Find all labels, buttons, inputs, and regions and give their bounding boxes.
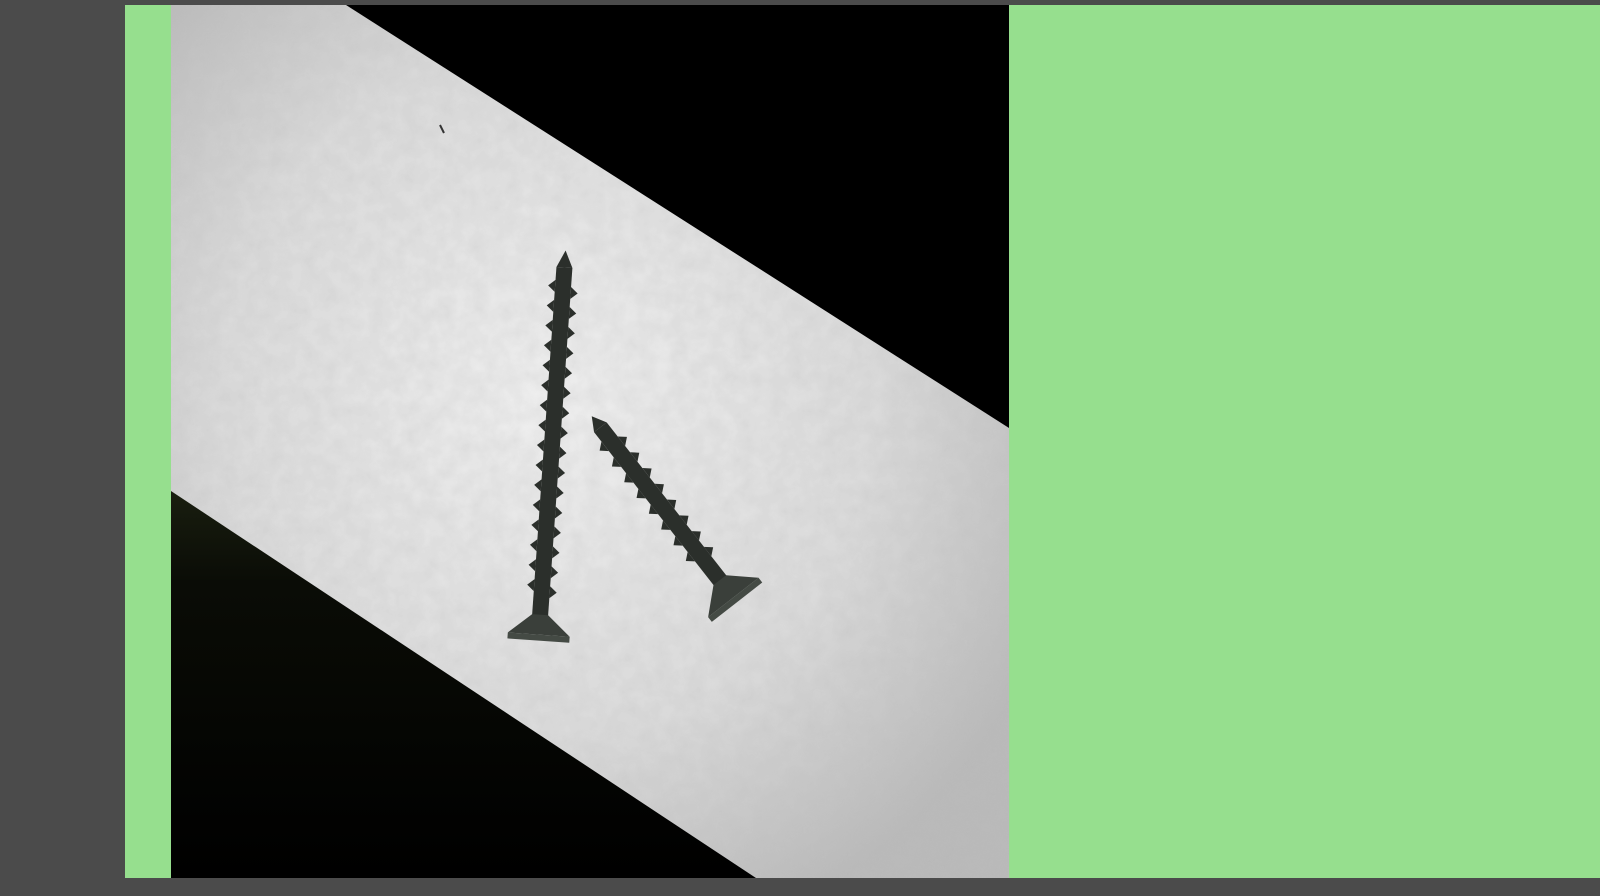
photo-svg <box>171 5 1009 878</box>
photo-image <box>171 5 1009 878</box>
speck <box>439 124 445 134</box>
screw-right <box>591 416 763 622</box>
screw-left <box>507 250 578 643</box>
